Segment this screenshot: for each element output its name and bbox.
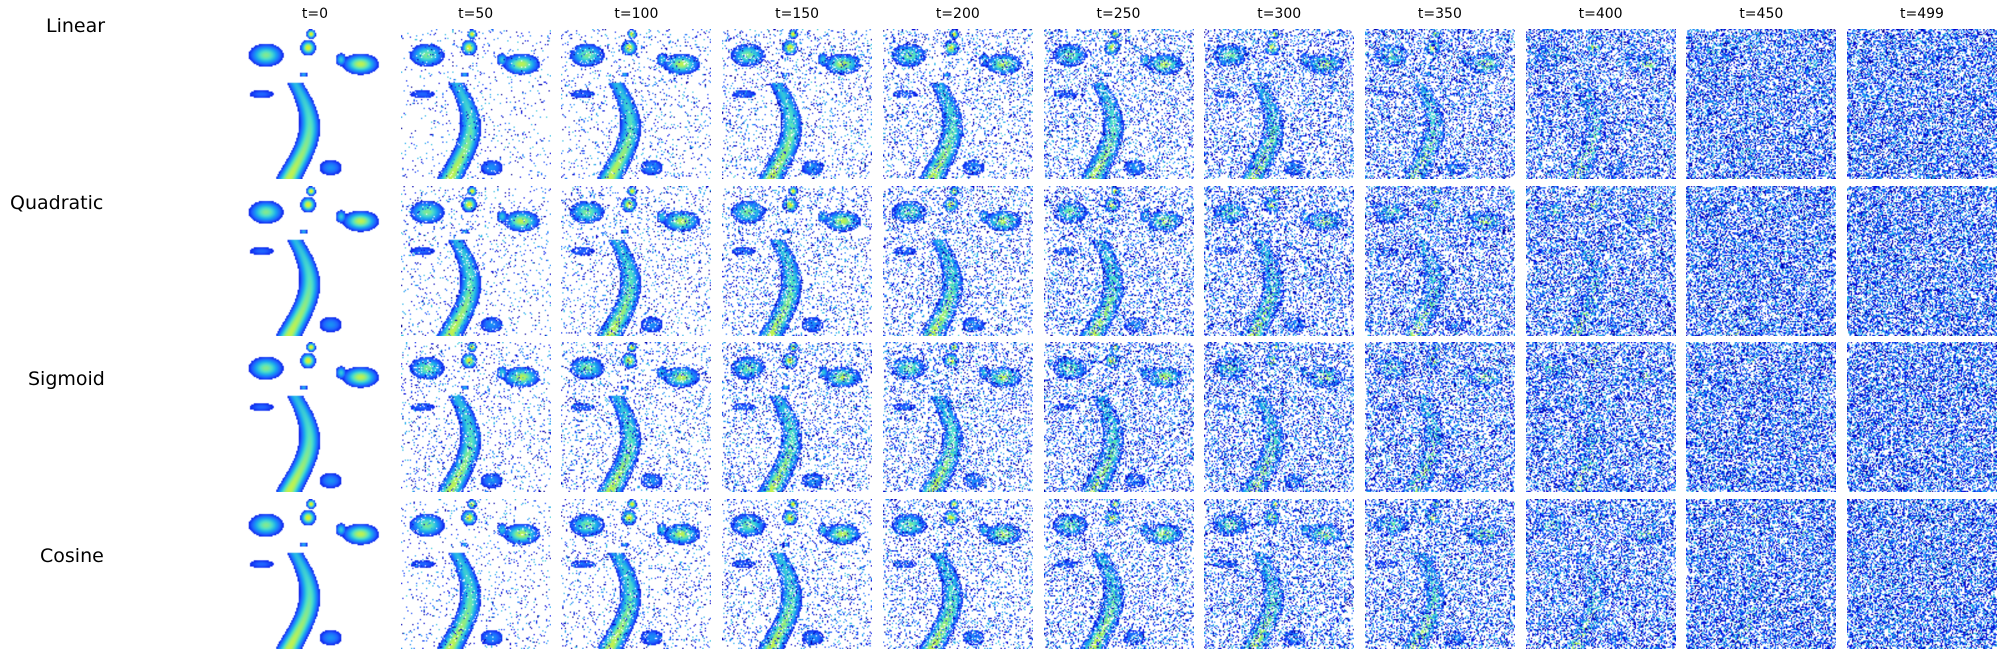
panel-linear-t-200 [882, 29, 1033, 179]
panel-sigmoid-t-300 [1204, 342, 1355, 492]
panel-linear-t-0 [240, 29, 390, 179]
panel-cosine-t-499 [1847, 498, 1997, 649]
panel-cosine-t-350 [1364, 498, 1515, 649]
row-label-sigmoid: Sigmoid [28, 368, 105, 390]
panel-linear-t-250 [1043, 29, 1194, 179]
panel-quadratic-t-250 [1043, 185, 1194, 336]
column-label-t-499: t=499 [1900, 6, 1944, 22]
panel-sigmoid-t-100 [561, 342, 712, 492]
panel-cosine-t-400 [1525, 498, 1676, 649]
panel-sigmoid-t-400 [1525, 342, 1676, 492]
panel-sigmoid-t-150 [722, 342, 873, 492]
panel-linear-t-50 [400, 29, 551, 179]
panel-sigmoid-t-450 [1686, 342, 1837, 492]
panel-sigmoid-t-0 [240, 342, 390, 492]
panel-quadratic-t-0 [240, 185, 390, 336]
column-label-t-200: t=200 [935, 6, 980, 22]
panel-cosine-t-300 [1204, 498, 1355, 649]
panel-linear-t-150 [722, 29, 873, 179]
panel-linear-t-350 [1364, 29, 1515, 179]
column-label-t-100: t=100 [614, 6, 659, 22]
panel-linear-t-100 [561, 29, 712, 179]
panel-linear-t-300 [1204, 29, 1355, 179]
panel-sigmoid-t-200 [882, 342, 1033, 492]
panel-sigmoid-t-499 [1847, 342, 1997, 492]
panel-quadratic-t-150 [722, 185, 873, 336]
column-label-t-150: t=150 [775, 6, 820, 22]
panel-cosine-t-200 [882, 498, 1033, 649]
panel-cosine-t-50 [400, 498, 551, 649]
panel-linear-t-499 [1847, 29, 1997, 179]
column-label-t-0: t=0 [301, 6, 329, 22]
panel-quadratic-t-100 [561, 185, 712, 336]
panel-quadratic-t-50 [400, 185, 551, 336]
row-label-linear: Linear [46, 15, 106, 37]
column-label-t-300: t=300 [1257, 6, 1302, 22]
column-label-t-50: t=50 [458, 6, 494, 22]
row-label-quadratic: Quadratic [10, 192, 104, 214]
panel-cosine-t-100 [561, 498, 712, 649]
panel-linear-t-400 [1525, 29, 1676, 179]
row-label-cosine: Cosine [40, 545, 104, 567]
panel-quadratic-t-300 [1204, 185, 1355, 336]
column-label-t-400: t=400 [1578, 6, 1623, 22]
panel-quadratic-t-200 [882, 185, 1033, 336]
column-label-t-250: t=250 [1096, 6, 1141, 22]
panel-sigmoid-t-250 [1043, 342, 1194, 492]
panel-quadratic-t-350 [1364, 185, 1515, 336]
panel-cosine-t-450 [1686, 498, 1837, 649]
panel-quadratic-t-499 [1847, 185, 1997, 336]
panel-sigmoid-t-350 [1364, 342, 1515, 492]
column-label-t-350: t=350 [1417, 6, 1462, 22]
panel-cosine-t-250 [1043, 498, 1194, 649]
panel-linear-t-450 [1686, 29, 1837, 179]
column-label-t-450: t=450 [1739, 6, 1784, 22]
panel-cosine-t-150 [722, 498, 873, 649]
panel-cosine-t-0 [240, 498, 390, 649]
panel-quadratic-t-400 [1525, 185, 1676, 336]
panel-sigmoid-t-50 [400, 342, 551, 492]
panel-quadratic-t-450 [1686, 185, 1837, 336]
